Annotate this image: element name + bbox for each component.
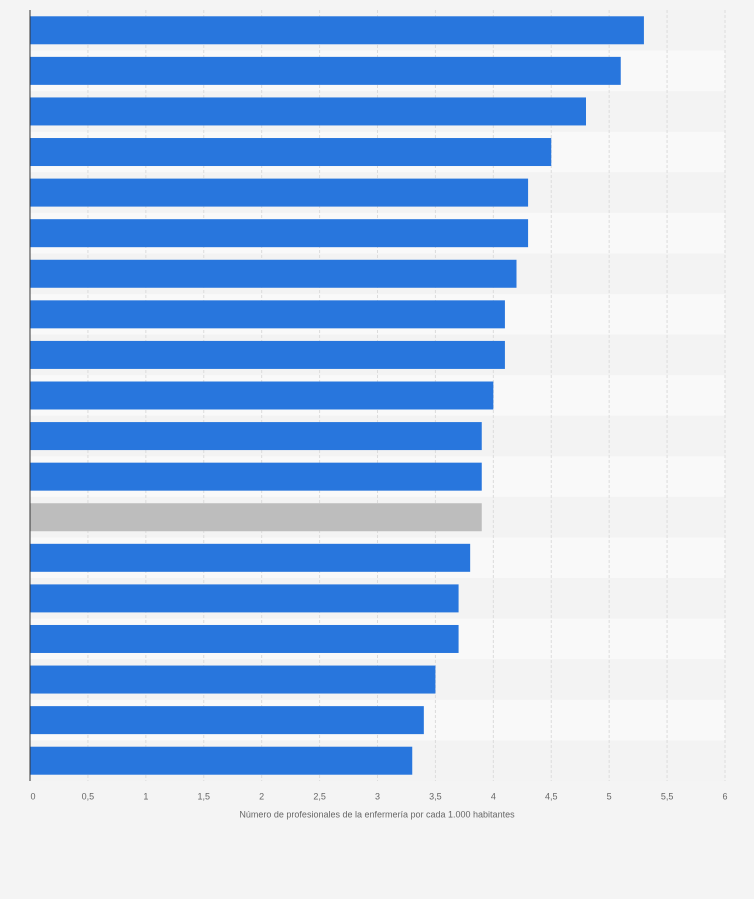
bar: [30, 16, 644, 45]
bar: [30, 219, 529, 248]
x-tick-label: 1,5: [197, 791, 210, 801]
x-tick-label: 4,5: [545, 791, 558, 801]
x-tick-label: 5,5: [661, 791, 674, 801]
bar: [30, 381, 494, 410]
x-tick-label: 3: [375, 791, 380, 801]
bar: [30, 56, 621, 85]
bar: [30, 624, 459, 653]
bar: [30, 259, 517, 288]
x-tick-label: 5: [607, 791, 612, 801]
bar: [30, 746, 413, 775]
bar: [30, 543, 471, 572]
bar: [30, 300, 505, 329]
x-tick-label: 2: [259, 791, 264, 801]
x-tick-label: 0: [30, 791, 35, 801]
x-tick-label: 3,5: [429, 791, 442, 801]
bar: [30, 665, 436, 694]
bar: [30, 422, 482, 451]
x-tick-label: 1: [143, 791, 148, 801]
x-axis-label: Número de profesionales de la enfermería…: [239, 809, 515, 819]
bar: [30, 178, 529, 207]
bar: [30, 706, 424, 735]
x-tick-label: 2,5: [313, 791, 326, 801]
bar: [30, 340, 505, 369]
x-tick-label: 4: [491, 791, 496, 801]
bar: [30, 97, 586, 126]
bar: [30, 584, 459, 613]
bar: [30, 462, 482, 491]
bar: [30, 138, 552, 167]
x-tick-label: 0,5: [82, 791, 95, 801]
x-tick-label: 6: [722, 791, 727, 801]
bar: [30, 503, 482, 532]
